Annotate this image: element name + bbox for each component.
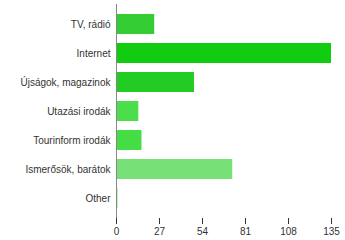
svg-text:81: 81 [240, 226, 252, 237]
svg-text:54: 54 [197, 226, 209, 237]
svg-text:27: 27 [154, 226, 166, 237]
svg-text:Újságok, magazinok: Újságok, magazinok [20, 76, 111, 88]
svg-text:Other: Other [85, 193, 111, 204]
svg-text:Ismerősök, barátok: Ismerősök, barátok [25, 164, 111, 175]
svg-text:135: 135 [323, 226, 340, 237]
svg-text:Internet: Internet [77, 48, 111, 59]
svg-text:Utazási irodák: Utazási irodák [47, 106, 111, 117]
svg-text:0: 0 [114, 226, 120, 237]
svg-text:TV, rádió: TV, rádió [71, 19, 111, 30]
svg-text:Tourinform irodák: Tourinform irodák [33, 135, 111, 146]
svg-text:108: 108 [280, 226, 297, 237]
